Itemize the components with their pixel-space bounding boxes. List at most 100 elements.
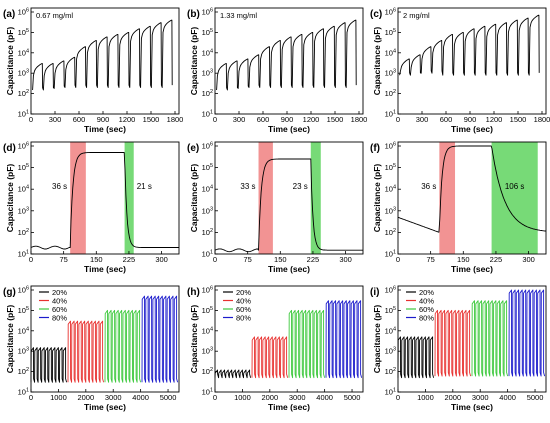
y-tick-label: 105 (385, 163, 396, 172)
legend-label: 80% (236, 313, 251, 322)
plot-frame (397, 7, 547, 115)
response-band (439, 142, 456, 254)
x-tick-label: 4000 (132, 393, 149, 402)
x-axis-title: Time (sec) (84, 402, 126, 412)
panel-h: 101 102 103 104 105 106 0 1000 2000 3000 4000 5000 T… (187, 286, 364, 412)
x-tick-label: 0 (29, 115, 33, 124)
y-tick-label: 106 (18, 8, 29, 17)
series-60pct-trace (288, 309, 326, 379)
y-tick-label: 103 (18, 69, 29, 78)
series-80pct-trace (325, 300, 363, 379)
legend-label: 40% (236, 296, 251, 305)
x-tick-label: 0 (396, 393, 400, 402)
x-tick-label: 600 (73, 115, 86, 124)
series-trace (30, 152, 179, 250)
panel-label: (d) (3, 143, 16, 154)
x-tick-label: 1500 (327, 115, 344, 124)
legend-label: 20% (52, 288, 67, 297)
recovery-band (124, 142, 134, 254)
y-tick-label: 102 (18, 228, 29, 237)
x-tick-label: 5000 (160, 393, 177, 402)
series-60pct-trace (104, 309, 142, 383)
x-tick-label: 225 (307, 255, 320, 264)
panel-label: (g) (3, 287, 16, 298)
x-tick-label: 900 (97, 115, 110, 124)
series-20pct-trace (214, 369, 252, 379)
x-tick-label: 900 (464, 115, 477, 124)
x-tick-label: 150 (274, 255, 287, 264)
panel-e: 101 102 103 104 105 106 0 75 150 225 300 Time (sec)… (187, 142, 364, 274)
x-tick-label: 300 (339, 255, 352, 264)
y-tick-label: 106 (18, 142, 29, 151)
y-tick-label: 106 (385, 142, 396, 151)
x-tick-label: 300 (416, 115, 429, 124)
legend-label: 60% (52, 305, 67, 314)
series-80pct-trace (141, 295, 179, 383)
panel-d: 101 102 103 104 105 106 0 75 150 225 300 Time (sec)… (3, 141, 180, 274)
y-tick-label: 105 (385, 28, 396, 37)
x-tick-label: 3000 (105, 393, 122, 402)
x-tick-label: 0 (213, 393, 217, 402)
x-tick-label: 1800 (351, 115, 368, 124)
y-axis-title: Capacitance (pF) (5, 164, 15, 233)
series-40pct-trace (251, 336, 289, 379)
y-tick-label: 103 (385, 69, 396, 78)
y-tick-label: 106 (385, 8, 396, 17)
y-tick-label: 102 (18, 367, 29, 376)
panel-c: 101 102 103 104 105 106 0 300 600 900 1200 1500 1800… (370, 8, 550, 135)
x-tick-label: 600 (257, 115, 270, 124)
series-80pct-trace (508, 289, 546, 377)
y-axis-title: Capacitance (pF) (189, 164, 199, 233)
recovery-band (310, 142, 321, 254)
panel-f: 101 102 103 104 105 106 0 75 150 225 300 Time (sec)… (370, 141, 547, 274)
y-axis-title: Capacitance (pF) (5, 305, 15, 374)
plot-frame (397, 285, 547, 393)
panel-label: (b) (187, 9, 200, 20)
x-tick-label: 75 (426, 255, 434, 264)
x-tick-label: 1800 (534, 115, 550, 124)
x-tick-label: 75 (243, 255, 251, 264)
x-tick-label: 0 (29, 393, 33, 402)
concentration-label: 2 mg/ml (403, 11, 430, 20)
y-tick-label: 106 (202, 142, 213, 151)
x-tick-label: 4000 (316, 393, 333, 402)
x-axis-title: Time (sec) (451, 124, 493, 134)
concentration-label: 0.67 mg/ml (36, 11, 73, 20)
y-tick-label: 104 (18, 185, 29, 194)
legend-label: 60% (419, 305, 434, 314)
x-tick-label: 2000 (77, 393, 94, 402)
legend-label: 40% (52, 296, 67, 305)
y-tick-label: 101 (18, 110, 29, 119)
x-tick-label: 2000 (444, 393, 461, 402)
response-time-label: 36 s (52, 182, 67, 191)
x-tick-label: 0 (29, 255, 33, 264)
y-tick-label: 101 (18, 250, 29, 259)
y-axis-title: Capacitance (pF) (372, 164, 382, 233)
y-tick-label: 104 (385, 48, 396, 57)
plot-frame (397, 141, 547, 255)
series-trace (214, 158, 363, 253)
x-tick-label: 1000 (417, 393, 434, 402)
y-axis-title: Capacitance (pF) (189, 305, 199, 374)
x-tick-label: 2000 (261, 393, 278, 402)
y-tick-label: 103 (202, 206, 213, 215)
response-time-label: 36 s (421, 182, 436, 191)
recovery-time-label: 23 s (293, 182, 308, 191)
panel-g: 101 102 103 104 105 106 0 1000 2000 3000 4000 5000 T… (3, 286, 180, 412)
series-20pct-trace (30, 347, 68, 383)
recovery-time-label: 21 s (137, 182, 152, 191)
y-tick-label: 105 (202, 28, 213, 37)
x-tick-label: 0 (213, 255, 217, 264)
x-axis-title: Time (sec) (84, 124, 126, 134)
x-tick-label: 1500 (143, 115, 160, 124)
y-axis-title: Capacitance (pF) (189, 27, 199, 96)
y-axis-title: Capacitance (pF) (5, 27, 15, 96)
y-tick-label: 105 (385, 306, 396, 315)
plot-frame (30, 141, 180, 255)
panel-label: (i) (370, 287, 379, 298)
y-tick-label: 104 (385, 326, 396, 335)
legend-label: 60% (236, 305, 251, 314)
x-tick-label: 4000 (499, 393, 516, 402)
y-tick-label: 105 (202, 306, 213, 315)
